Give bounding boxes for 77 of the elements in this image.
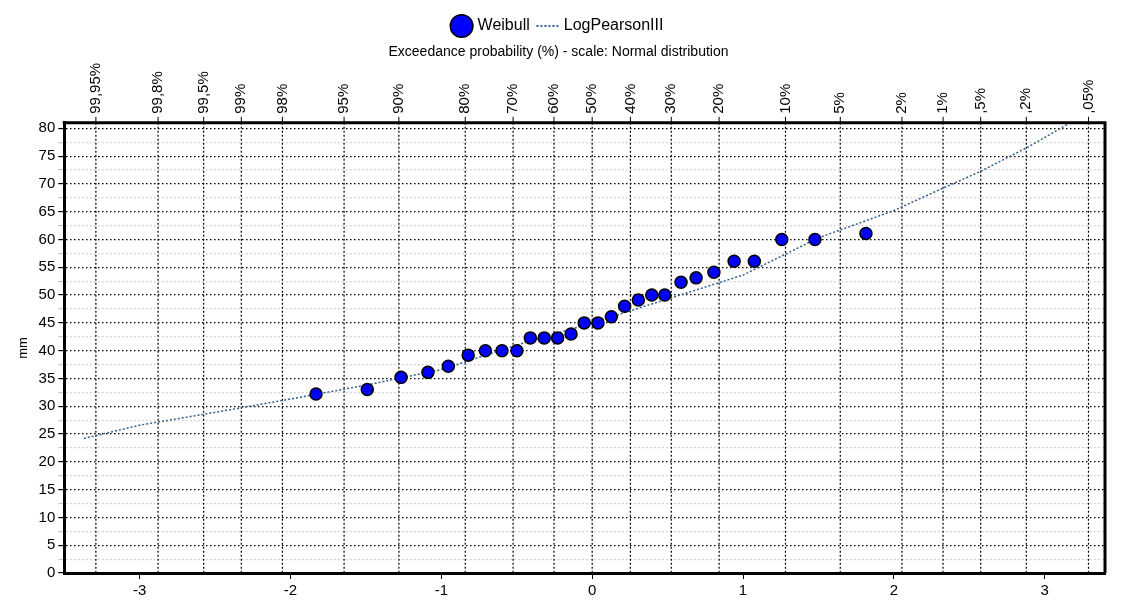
y-tick-label: 20	[38, 451, 56, 469]
y-tick-label: 15	[38, 479, 56, 497]
y-axis-title: mm	[15, 337, 31, 359]
y-tick-label: 5	[46, 535, 56, 553]
y-tick-label: 60	[38, 229, 56, 247]
point	[645, 288, 659, 302]
point	[360, 382, 375, 397]
y-tick-label: 55	[38, 257, 56, 275]
legend-label: LogPearsonIII	[563, 16, 664, 34]
point	[394, 370, 408, 385]
point	[657, 288, 672, 302]
point	[478, 343, 493, 358]
point	[707, 265, 721, 280]
point	[617, 299, 632, 313]
text: 99,8%	[148, 71, 166, 114]
x-tick-label: 3	[1040, 581, 1049, 599]
y-tick-label: 75	[38, 146, 56, 164]
point	[577, 316, 591, 330]
text: 98%	[272, 83, 290, 114]
y-tick-label: 10	[38, 507, 56, 525]
point	[441, 359, 456, 373]
point	[523, 331, 538, 345]
y-tick-label: 80	[38, 118, 56, 136]
point	[859, 226, 873, 241]
x-tick-label: 0	[588, 581, 597, 599]
x-tick-label: 1	[738, 581, 748, 599]
text: 30%	[661, 83, 679, 114]
y-tick-label: 25	[38, 424, 56, 442]
text: 1%	[933, 92, 951, 114]
point	[309, 387, 323, 401]
y-tick-label: 0	[46, 563, 56, 581]
point	[689, 271, 703, 285]
y-tick-label: 30	[38, 396, 56, 414]
x-tick-label: -1	[434, 581, 449, 599]
text: 95%	[334, 83, 352, 114]
text: 2%	[892, 92, 910, 114]
point	[421, 365, 435, 380]
point	[510, 343, 524, 358]
text: 50%	[582, 83, 600, 114]
text: 80%	[455, 83, 473, 114]
text: ,05%	[1078, 79, 1096, 114]
text: ,2%	[1016, 87, 1034, 114]
y-tick-label: 35	[38, 368, 56, 386]
point	[604, 310, 619, 324]
y-tick-label: 40	[38, 340, 56, 358]
y-tick-label: 45	[38, 313, 56, 331]
text: ,5%	[970, 87, 988, 114]
text: 99%	[231, 83, 249, 114]
point	[591, 316, 605, 330]
y-tick-label: 50	[38, 285, 56, 303]
text: 40%	[620, 83, 638, 114]
x-tick-label: 2	[889, 581, 899, 599]
point	[674, 275, 688, 290]
point	[747, 254, 762, 268]
y-tick-label: 65	[38, 201, 56, 219]
y-tick-label: 70	[38, 174, 56, 192]
point	[775, 232, 789, 247]
point	[461, 348, 475, 362]
text: 5%	[830, 92, 848, 114]
legend-label: Weibull	[477, 16, 530, 34]
point	[550, 331, 565, 345]
text: 70%	[503, 83, 521, 114]
point	[537, 331, 551, 345]
text: 60%	[544, 83, 562, 114]
text: 10%	[775, 83, 793, 114]
text: 99,5%	[193, 71, 211, 114]
point	[631, 293, 646, 307]
point	[727, 254, 741, 268]
x-tick-label: -3	[133, 581, 147, 599]
chart-subtitle: Exceedance probability (%) - scale: Normal distribution	[388, 43, 729, 60]
text: 90%	[389, 83, 407, 114]
text: 99,95%	[86, 62, 104, 114]
point	[564, 327, 578, 341]
point	[495, 343, 509, 358]
point	[808, 232, 822, 247]
text: 20%	[709, 83, 727, 114]
x-tick-label: -2	[283, 581, 298, 599]
